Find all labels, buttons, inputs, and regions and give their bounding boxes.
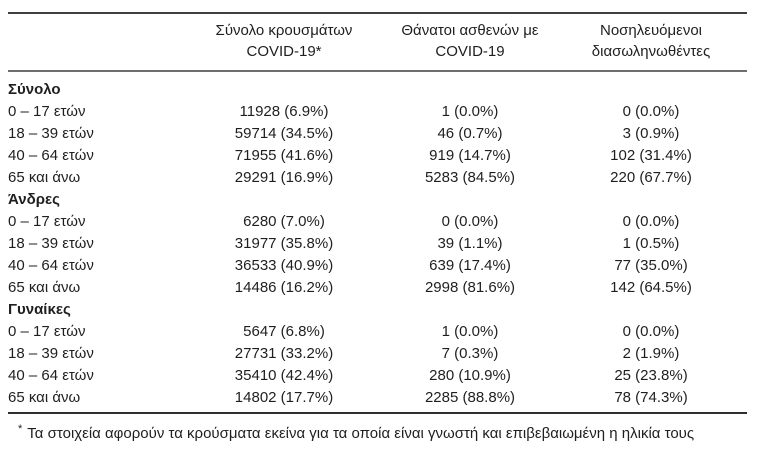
cell-deaths: 1 (0.0%)	[441, 323, 499, 340]
row-label-age: 18 – 39 ετών	[8, 345, 94, 362]
cell-deaths: 7 (0.3%)	[441, 345, 499, 362]
cell-cases: 29291 (16.9%)	[234, 169, 334, 186]
table-row: 40 – 64 ετών 71955 (41.6%) 919 (14.7%) 1…	[8, 145, 747, 167]
table-row: 40 – 64 ετών 35410 (42.4%) 280 (10.9%) 2…	[8, 365, 747, 387]
row-label-age: 0 – 17 ετών	[8, 103, 86, 120]
cell-intubated: 25 (23.8%)	[614, 367, 688, 384]
cell-deaths: 280 (10.9%)	[429, 367, 511, 384]
table-row: 18 – 39 ετών 31977 (35.8%) 39 (1.1%) 1 (…	[8, 233, 747, 255]
cell-intubated: 1 (0.5%)	[622, 235, 680, 252]
table-row: 18 – 39 ετών 27731 (33.2%) 7 (0.3%) 2 (1…	[8, 343, 747, 365]
cell-cases: 36533 (40.9%)	[234, 257, 334, 274]
footnote: * Τα στοιχεία αφορούν τα κρούσματα εκείνα…	[8, 419, 747, 444]
cell-cases: 71955 (41.6%)	[234, 147, 334, 164]
table-row: 65 και άνω 29291 (16.9%) 5283 (84.5%) 22…	[8, 167, 747, 189]
column-header-intubated-line2: διασωληνωθέντες	[591, 43, 711, 60]
cell-deaths: 0 (0.0%)	[441, 213, 499, 230]
cell-intubated: 220 (67.7%)	[610, 169, 692, 186]
covid-age-sex-table: Σύνολο κρουσμάτων COVID-19* Θάνατοι ασθε…	[8, 12, 747, 414]
table-row: 40 – 64 ετών 36533 (40.9%) 639 (17.4%) 7…	[8, 255, 747, 277]
table-header: Σύνολο κρουσμάτων COVID-19* Θάνατοι ασθε…	[8, 13, 747, 72]
table-row: 18 – 39 ετών 59714 (34.5%) 46 (0.7%) 3 (…	[8, 123, 747, 145]
column-header-deaths: Θάνατοι ασθενών με COVID-19	[385, 13, 555, 72]
column-header-deaths-line1: Θάνατοι ασθενών με	[401, 22, 539, 39]
section-title-women: Γυναίκες	[8, 301, 71, 318]
table-row: 0 – 17 ετών 6280 (7.0%) 0 (0.0%) 0 (0.0%…	[8, 211, 747, 233]
table-row: 0 – 17 ετών 5647 (6.8%) 1 (0.0%) 0 (0.0%…	[8, 321, 747, 343]
cell-deaths: 639 (17.4%)	[429, 257, 511, 274]
section-header-total: Σύνολο	[8, 71, 747, 101]
column-header-cases-line2: COVID-19*	[246, 43, 322, 60]
cell-deaths: 5283 (84.5%)	[424, 169, 516, 186]
header-empty-cell	[8, 13, 183, 72]
cell-deaths: 2998 (81.6%)	[424, 279, 516, 296]
column-header-cases: Σύνολο κρουσμάτων COVID-19*	[183, 13, 385, 72]
cell-cases: 27731 (33.2%)	[234, 345, 334, 362]
row-label-age: 0 – 17 ετών	[8, 323, 86, 340]
cell-cases: 14486 (16.2%)	[234, 279, 334, 296]
row-label-age: 18 – 39 ετών	[8, 125, 94, 142]
cell-cases: 35410 (42.4%)	[234, 367, 334, 384]
cell-intubated: 0 (0.0%)	[622, 213, 680, 230]
cell-intubated: 0 (0.0%)	[622, 323, 680, 340]
section-title-men: Άνδρες	[8, 191, 60, 208]
row-label-age: 65 και άνω	[8, 169, 81, 186]
column-header-cases-line1: Σύνολο κρουσμάτων	[215, 22, 353, 39]
cell-cases: 31977 (35.8%)	[234, 235, 334, 252]
row-label-age: 65 και άνω	[8, 279, 81, 296]
cell-deaths: 46 (0.7%)	[437, 125, 503, 142]
column-header-intubated-line1: Νοσηλευόμενοι	[599, 22, 702, 39]
column-header-intubated: Νοσηλευόμενοι διασωληνωθέντες	[555, 13, 747, 72]
cell-cases: 14802 (17.7%)	[234, 389, 334, 406]
table-body: Σύνολο 0 – 17 ετών 11928 (6.9%) 1 (0.0%)…	[8, 71, 747, 413]
cell-intubated: 2 (1.9%)	[622, 345, 680, 362]
section-header-men: Άνδρες	[8, 189, 747, 211]
cell-deaths: 39 (1.1%)	[437, 235, 503, 252]
row-label-age: 18 – 39 ετών	[8, 235, 94, 252]
row-label-age: 40 – 64 ετών	[8, 147, 94, 164]
header-row: Σύνολο κρουσμάτων COVID-19* Θάνατοι ασθε…	[8, 13, 747, 72]
footnote-asterisk-marker: *	[18, 423, 23, 435]
column-header-deaths-line2: COVID-19	[435, 43, 505, 60]
cell-intubated: 142 (64.5%)	[610, 279, 692, 296]
row-label-age: 40 – 64 ετών	[8, 257, 94, 274]
cell-cases: 6280 (7.0%)	[243, 213, 325, 230]
row-label-age: 65 και άνω	[8, 389, 81, 406]
cell-deaths: 919 (14.7%)	[429, 147, 511, 164]
cell-deaths: 1 (0.0%)	[441, 103, 499, 120]
cell-intubated: 77 (35.0%)	[614, 257, 688, 274]
cell-cases: 11928 (6.9%)	[239, 103, 329, 120]
row-label-age: 0 – 17 ετών	[8, 213, 86, 230]
section-header-women: Γυναίκες	[8, 299, 747, 321]
cell-cases: 59714 (34.5%)	[234, 125, 334, 142]
footnote-text: Τα στοιχεία αφορούν τα κρούσματα εκείνα …	[27, 425, 695, 442]
section-title-total: Σύνολο	[8, 81, 61, 98]
table-row: 65 και άνω 14802 (17.7%) 2285 (88.8%) 78…	[8, 387, 747, 414]
cell-cases: 5647 (6.8%)	[243, 323, 325, 340]
cell-deaths: 2285 (88.8%)	[424, 389, 516, 406]
table-row: 65 και άνω 14486 (16.2%) 2998 (81.6%) 14…	[8, 277, 747, 299]
cell-intubated: 102 (31.4%)	[610, 147, 692, 164]
cell-intubated: 3 (0.9%)	[622, 125, 680, 142]
cell-intubated: 78 (74.3%)	[614, 389, 688, 406]
row-label-age: 40 – 64 ετών	[8, 367, 94, 384]
table-row: 0 – 17 ετών 11928 (6.9%) 1 (0.0%) 0 (0.0…	[8, 101, 747, 123]
cell-intubated: 0 (0.0%)	[622, 103, 680, 120]
